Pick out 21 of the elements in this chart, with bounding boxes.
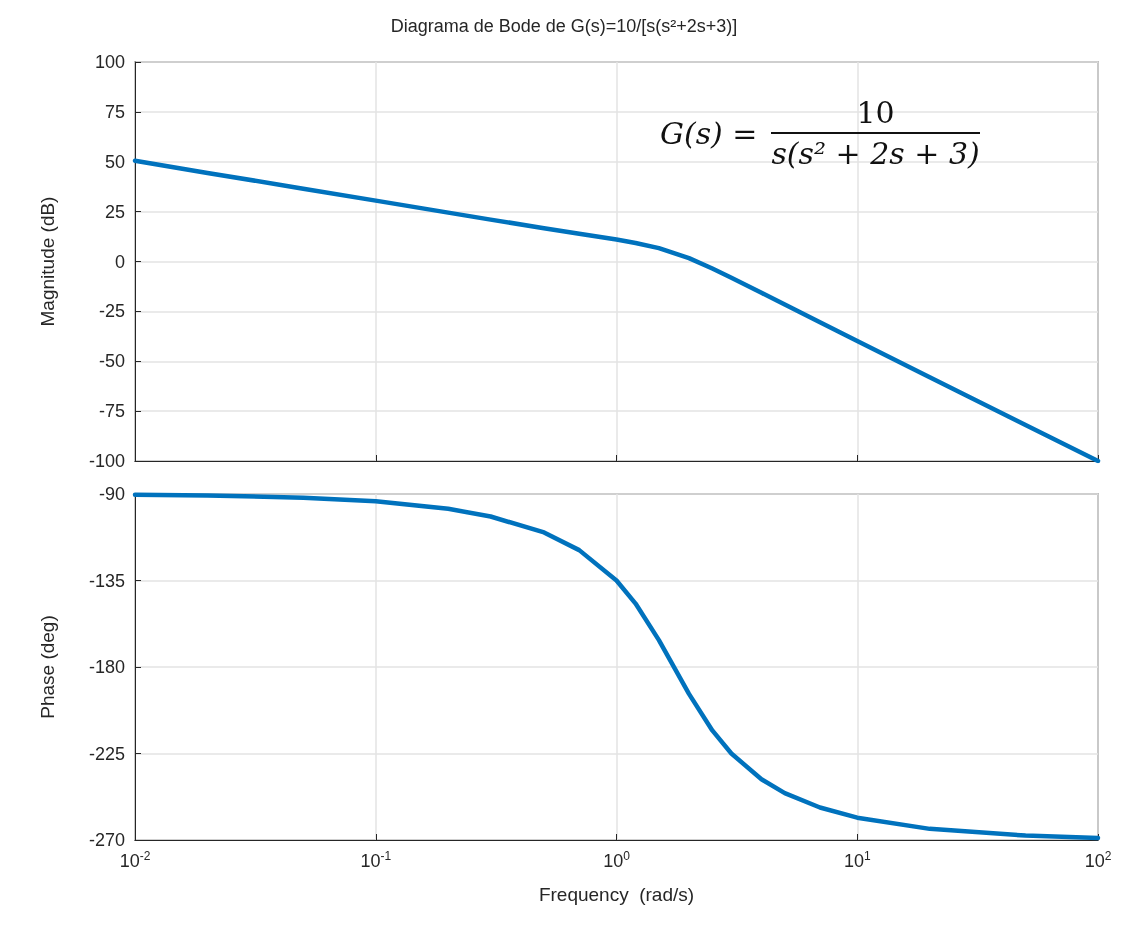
y-tick-label: 75 [104, 101, 125, 122]
y-axis-title: Magnitude (dB) [37, 196, 58, 327]
y-tick-label: -25 [98, 301, 125, 322]
x-axis-title: Frequency (rad/s) [538, 884, 695, 905]
y-axis-title: Phase (deg) [37, 615, 58, 719]
y-tick-label: -75 [98, 401, 125, 422]
annotation: G(s) = [660, 115, 758, 151]
y-tick-label: 100 [94, 52, 125, 72]
y-tick-label: -100 [88, 451, 125, 471]
y-tick-label: 50 [104, 151, 125, 172]
y-tick-label: 25 [104, 201, 125, 222]
y-tick-label: -180 [88, 657, 125, 677]
y-tick-label: 0 [114, 251, 125, 272]
y-tick-label: -90 [98, 484, 125, 504]
chart-title: Diagrama de Bode de G(s)=10/[s(s²+2s+3)] [390, 16, 738, 36]
y-tick-label: -50 [98, 351, 125, 372]
annotation: s(s² + 2s + 3) [771, 135, 980, 171]
y-tick-label: -270 [88, 830, 125, 850]
annotation: 10 [771, 95, 980, 134]
y-tick-label: -225 [88, 743, 125, 764]
y-tick-label: -135 [88, 570, 125, 591]
